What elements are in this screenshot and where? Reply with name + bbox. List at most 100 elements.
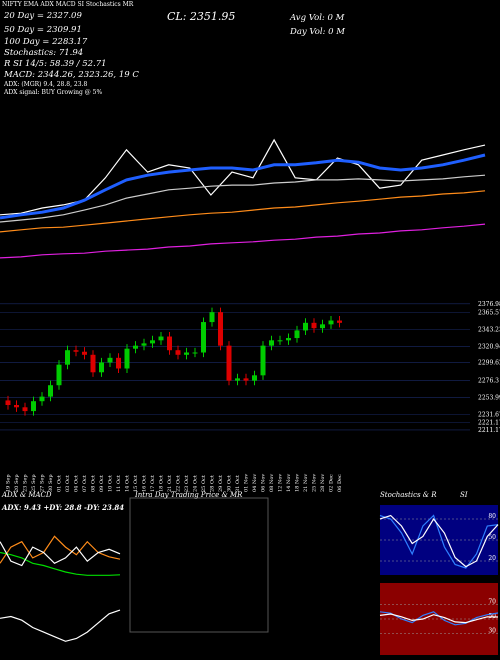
candle-body <box>252 375 257 381</box>
x-tick-label: 16 Oct <box>142 475 148 492</box>
x-tick-label: 21 Oct <box>167 475 173 492</box>
series-line <box>0 609 121 642</box>
candle-body <box>269 340 274 346</box>
y-tick-label: 2376.98 <box>478 301 500 308</box>
candle-body <box>5 400 11 405</box>
x-tick-label: 18 Nov <box>295 474 301 492</box>
candle-body <box>243 378 249 381</box>
x-tick-label: 22 Oct <box>176 475 182 492</box>
candle-body <box>31 401 36 412</box>
candle-body <box>235 378 240 381</box>
x-tick-label: 30 Sep <box>48 474 54 492</box>
x-tick-label: 01 Nov <box>244 474 250 492</box>
stat: MACD: 2344.26, 2323.26, 19 C <box>3 70 139 80</box>
series-line <box>379 613 499 624</box>
x-tick-label: 08 Nov <box>269 474 275 492</box>
candle-body <box>286 338 291 341</box>
stat: R SI 14/5: 58.39 / 52.71 <box>3 59 107 69</box>
series-line <box>0 551 121 576</box>
x-tick-label: 17 Oct <box>150 475 156 492</box>
x-tick-label: 28 Nov <box>320 474 326 492</box>
candle-body <box>107 357 113 363</box>
day-vol: Day Vol: 0 M <box>289 27 345 37</box>
y-tick-label: 2253.99 <box>478 394 500 401</box>
panel-background <box>380 505 498 575</box>
series-line <box>379 514 499 569</box>
x-tick-label: 31 Oct <box>235 475 241 492</box>
candle-body <box>14 405 19 408</box>
adx-signal: ADX signal: BUY Growing @ 5% <box>3 89 102 96</box>
x-tick-label: 01 Oct <box>57 475 63 492</box>
series-line <box>0 535 121 564</box>
y-tick-label: 20 <box>488 555 496 562</box>
x-tick-label: 20 Sep <box>14 474 20 492</box>
x-tick-label: 27 Sep <box>40 474 46 492</box>
series-line <box>0 541 121 567</box>
candle-body <box>65 350 70 365</box>
panel-title: SI <box>460 491 468 499</box>
x-tick-label: 25 Sep <box>31 474 37 492</box>
x-tick-label: 06 Dec <box>337 474 343 492</box>
candle-body <box>303 322 308 331</box>
candle-body <box>124 348 130 369</box>
y-tick-label: 2276.3 <box>478 377 499 384</box>
avg-vol: Avg Vol: 0 M <box>289 13 345 23</box>
x-tick-label: 08 Oct <box>91 475 97 492</box>
x-tick-label: 02 Dec <box>329 474 335 492</box>
x-tick-label: 21 Nov <box>303 474 309 492</box>
series-line <box>0 223 486 259</box>
y-tick-label: 70 <box>488 599 496 606</box>
symbol-line: NIFTY EMA ADX MACD SI Stochastics MR <box>2 1 134 8</box>
y-tick-label: 30 <box>488 627 496 634</box>
candle-body <box>184 352 189 355</box>
x-tick-label: 11 Oct <box>116 475 122 492</box>
candle-body <box>39 396 45 402</box>
x-tick-label: 25 Nov <box>312 474 318 492</box>
candle-body <box>22 407 28 412</box>
x-tick-label: 29 Oct <box>218 475 224 492</box>
x-tick-label: 30 Oct <box>227 475 233 492</box>
candle-body <box>90 354 96 373</box>
adx: ADX: (MGR) 9.4, 28.8, 23.8 <box>3 81 87 88</box>
panel-title: ADX & MACD <box>1 491 52 499</box>
candle-body <box>294 330 300 339</box>
y-tick-label: 2299.62 <box>478 360 500 367</box>
series-line <box>0 153 486 220</box>
candle-body <box>328 320 334 325</box>
panel-annotation: ADX: 9.43 +DY: 28.8 -DY: 23.84 <box>1 503 124 512</box>
candle-body <box>175 350 181 355</box>
candle-body <box>116 357 121 369</box>
candle-body <box>141 343 147 346</box>
y-tick-label: 80 <box>488 513 496 520</box>
candle-body <box>226 345 232 381</box>
x-tick-label: 07 Oct <box>82 475 88 492</box>
candle-body <box>277 340 283 342</box>
y-tick-label: 50 <box>488 534 496 541</box>
x-tick-label: 10 Oct <box>108 475 114 492</box>
x-tick-label: 25 Oct <box>201 475 207 492</box>
candle-body <box>311 322 317 329</box>
y-tick-label: 2343.23 <box>478 326 500 333</box>
candle-body <box>337 320 342 323</box>
stat: Stochastics: 71.94 <box>4 48 83 58</box>
panel-title: Intra Day Trading Price & MR <box>134 491 243 499</box>
series-line <box>0 174 486 223</box>
y-tick-label: 2320.94 <box>478 343 500 350</box>
candle-body <box>56 364 62 386</box>
x-tick-label: 18 Oct <box>159 475 165 492</box>
candle-body <box>201 322 206 353</box>
x-tick-label: 03 Oct <box>65 475 71 492</box>
candle-body <box>48 385 53 397</box>
x-tick-label: 23 Sep <box>23 474 29 492</box>
candle-body <box>73 350 79 352</box>
series-line <box>379 514 499 568</box>
x-tick-label: 14 Nov <box>286 474 292 492</box>
stat: 100 Day = 2283.17 <box>4 37 88 47</box>
candle-body <box>260 345 266 376</box>
x-tick-label: 24 Oct <box>193 475 199 492</box>
candle-body <box>320 324 325 329</box>
intraday-box <box>129 497 269 633</box>
x-tick-label: 23 Oct <box>184 475 190 492</box>
y-tick-label: 2365.57 <box>478 310 500 317</box>
